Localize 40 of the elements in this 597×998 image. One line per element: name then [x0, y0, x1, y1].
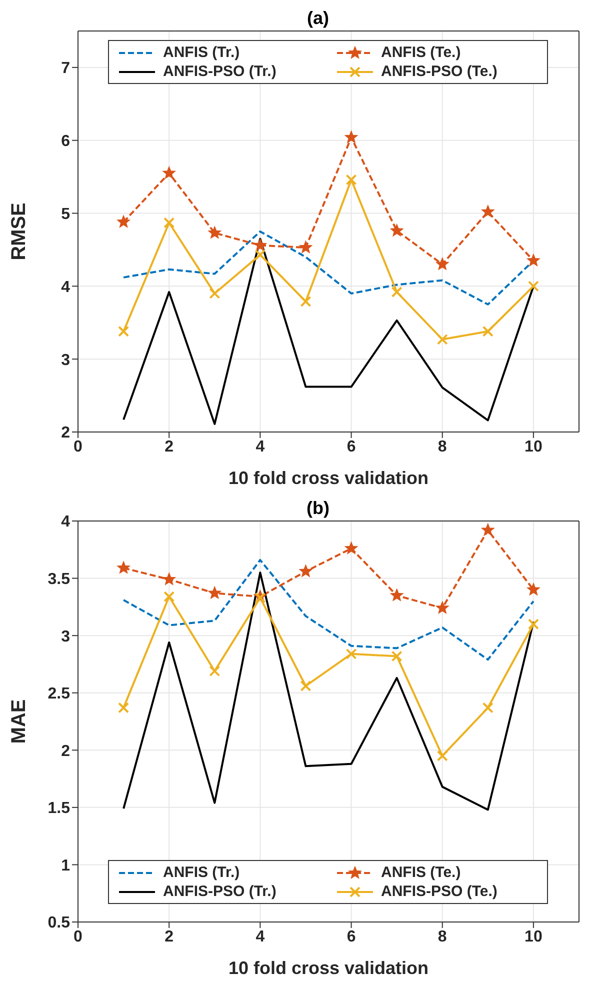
- y-tick-label: 2: [61, 742, 70, 760]
- x-tick-label: 4: [256, 928, 265, 946]
- x-tick-label: 10: [524, 928, 542, 946]
- chart-title: (b): [306, 498, 330, 518]
- y-tick-label: 6: [61, 133, 70, 150]
- y-axis-title: MAE: [8, 699, 30, 744]
- x-tick-label: 0: [74, 438, 83, 456]
- legend-label: ANFIS (Tr.): [163, 44, 240, 61]
- y-tick-label: 3: [61, 352, 70, 369]
- y-tick-label: 3.5: [48, 570, 70, 588]
- legend-label: ANFIS (Te.): [381, 44, 461, 61]
- y-axis-title: RMSE: [8, 202, 30, 260]
- y-tick-label: 2.5: [48, 686, 70, 703]
- x-axis-title: 10 fold cross validation: [228, 468, 429, 488]
- x-tick-label: 8: [438, 438, 447, 456]
- legend-label: ANFIS-PSO (Tr.): [163, 883, 276, 900]
- x-tick-label: 0: [74, 928, 83, 946]
- x-tick-label: 10: [524, 438, 542, 456]
- y-tick-label: 7: [61, 60, 70, 78]
- chart-title: (a): [306, 8, 330, 29]
- x-tick-label: 8: [438, 928, 447, 946]
- y-tick-label: 3: [61, 628, 70, 646]
- y-tick-label: 4: [61, 278, 70, 296]
- legend-label: ANFIS (Te.): [381, 864, 461, 881]
- legend-label: ANFIS (Tr.): [163, 864, 240, 881]
- y-tick-label: 1.5: [48, 800, 70, 818]
- x-tick-label: 6: [346, 438, 356, 456]
- y-tick-label: 0.5: [48, 914, 70, 932]
- x-axis-title: 10 fold cross validation: [228, 958, 429, 978]
- legend-label: ANFIS-PSO (Te.): [381, 883, 498, 900]
- x-tick-label: 2: [164, 438, 174, 456]
- legend-label: ANFIS-PSO (Tr.): [163, 63, 276, 80]
- y-tick-label: 4: [61, 514, 70, 531]
- y-tick-label: 1: [61, 857, 70, 874]
- x-tick-label: 6: [346, 928, 356, 946]
- x-tick-label: 2: [164, 928, 174, 946]
- y-tick-label: 5: [61, 206, 70, 223]
- y-tick-label: 2: [61, 424, 70, 442]
- legend-label: ANFIS-PSO (Te.): [381, 63, 498, 80]
- x-tick-label: 4: [256, 438, 265, 456]
